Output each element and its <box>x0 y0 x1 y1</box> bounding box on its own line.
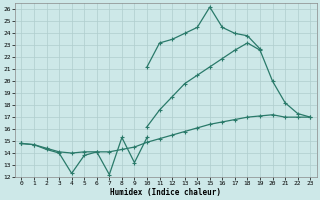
X-axis label: Humidex (Indice chaleur): Humidex (Indice chaleur) <box>110 188 221 197</box>
